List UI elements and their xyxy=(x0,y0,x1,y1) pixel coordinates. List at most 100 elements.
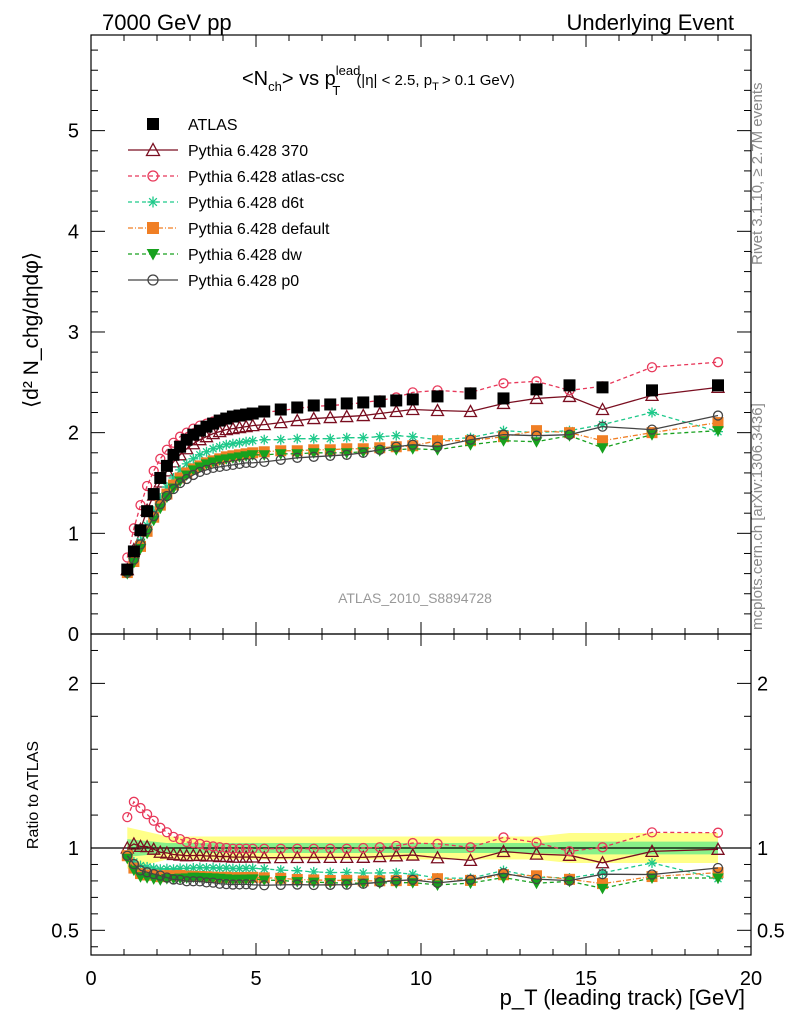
data-point xyxy=(498,378,509,389)
ylabel-ratio: Ratio to ATLAS xyxy=(25,741,42,849)
main-panel: 0 1 2 3 4 5 xyxy=(68,34,752,646)
ratio-point xyxy=(391,875,402,886)
ratio-series-line xyxy=(126,855,719,886)
xlabel: p_T (leading track) [GeV] xyxy=(500,985,745,1010)
data-point xyxy=(201,464,212,476)
ratio-point xyxy=(325,867,336,878)
data-point xyxy=(227,459,239,471)
data-point xyxy=(141,480,153,492)
ratio-point xyxy=(275,843,286,854)
ratio-point xyxy=(128,858,140,870)
data-point xyxy=(274,403,287,416)
ratio-point xyxy=(181,876,192,887)
legend-item: Pythia 6.428 d6t xyxy=(128,195,304,212)
data-point xyxy=(529,391,544,405)
ratio-y-tick-label-right: 2 xyxy=(757,673,768,695)
ratio-y-tick-label: 1 xyxy=(68,838,79,860)
ratio-point xyxy=(168,874,179,885)
data-point xyxy=(389,404,404,418)
ratio-point xyxy=(135,865,146,876)
y-tick-label: 5 xyxy=(68,121,79,143)
x-tick-label: 0 xyxy=(85,968,96,990)
data-point xyxy=(596,381,609,394)
ratio-point xyxy=(201,840,212,851)
ylabel-main: ⟨d² N_chg/dηdφ⟩ xyxy=(20,252,43,408)
data-point xyxy=(234,437,245,448)
ratio-point xyxy=(325,843,336,854)
ratio-point xyxy=(323,850,338,864)
ratio-point xyxy=(712,862,724,874)
data-point xyxy=(307,399,320,412)
ratio-point xyxy=(372,849,387,863)
legend-marker xyxy=(147,118,159,130)
legend-label: ATLAS xyxy=(188,117,238,134)
ratio-point xyxy=(161,827,173,838)
data-point xyxy=(407,439,418,450)
data-point xyxy=(290,413,305,427)
ratio-point xyxy=(391,840,402,852)
data-point xyxy=(221,439,232,450)
ratio-point xyxy=(644,844,660,858)
data-point xyxy=(430,403,445,417)
ratio-point xyxy=(201,877,212,888)
x-tick-label: 15 xyxy=(575,968,597,990)
data-point xyxy=(135,499,146,511)
ratio-point xyxy=(496,844,511,858)
data-point xyxy=(207,457,219,468)
ratio-point xyxy=(247,843,258,854)
data-point xyxy=(273,415,288,429)
data-point xyxy=(292,433,303,444)
ratio-point xyxy=(214,878,225,889)
data-point xyxy=(374,431,385,442)
ratio-point xyxy=(122,811,133,823)
data-point xyxy=(200,459,213,470)
data-point xyxy=(374,444,385,455)
y-tick-label: 1 xyxy=(68,523,79,545)
legend-item: Pythia 6.428 dw xyxy=(128,247,302,264)
data-point xyxy=(341,449,352,460)
y-tick-label: 2 xyxy=(68,423,79,445)
data-point xyxy=(712,410,724,421)
data-point xyxy=(161,490,173,502)
ratio-panel: 0 5 10 15 20 0.5 0.5 1 1 2 2 xyxy=(51,633,785,990)
y-tick-label: 0 xyxy=(68,624,79,646)
ratio-point xyxy=(174,833,186,845)
ratio-point xyxy=(374,867,385,878)
ratio-point xyxy=(153,844,168,858)
data-point xyxy=(356,408,371,422)
data-point xyxy=(148,465,159,477)
data-point xyxy=(257,417,272,431)
title-part-cuts-sub: T xyxy=(432,81,439,93)
ratio-point xyxy=(135,802,146,814)
series-atlas xyxy=(121,379,724,576)
data-point xyxy=(391,441,402,452)
ratio-point xyxy=(712,827,724,838)
ratio-point xyxy=(246,874,259,885)
ratio-point xyxy=(126,836,141,850)
ratio-point xyxy=(373,878,386,889)
data-point xyxy=(646,362,658,373)
ratio-point xyxy=(564,875,575,886)
data-point xyxy=(207,462,219,474)
data-point xyxy=(174,440,187,453)
legend-label: Pythia 6.428 370 xyxy=(188,143,308,160)
ratio-point xyxy=(234,843,245,854)
data-point xyxy=(465,434,476,445)
ratio-point xyxy=(430,850,445,864)
ratio-point xyxy=(219,849,234,863)
data-point xyxy=(258,405,271,418)
ratio-point xyxy=(465,842,476,853)
ratio-point xyxy=(325,879,336,890)
data-point xyxy=(647,407,657,418)
ratio-point xyxy=(389,848,404,862)
data-point xyxy=(234,458,245,470)
ratio-point xyxy=(463,853,478,867)
ratio-series-pythia-6-428-atlas-csc xyxy=(122,796,724,857)
data-point xyxy=(712,357,724,368)
ratio-point xyxy=(227,843,239,854)
ratio-point xyxy=(227,879,239,890)
ratio-point xyxy=(257,850,272,864)
ratio-point xyxy=(290,850,305,864)
ratio-point xyxy=(432,838,443,849)
